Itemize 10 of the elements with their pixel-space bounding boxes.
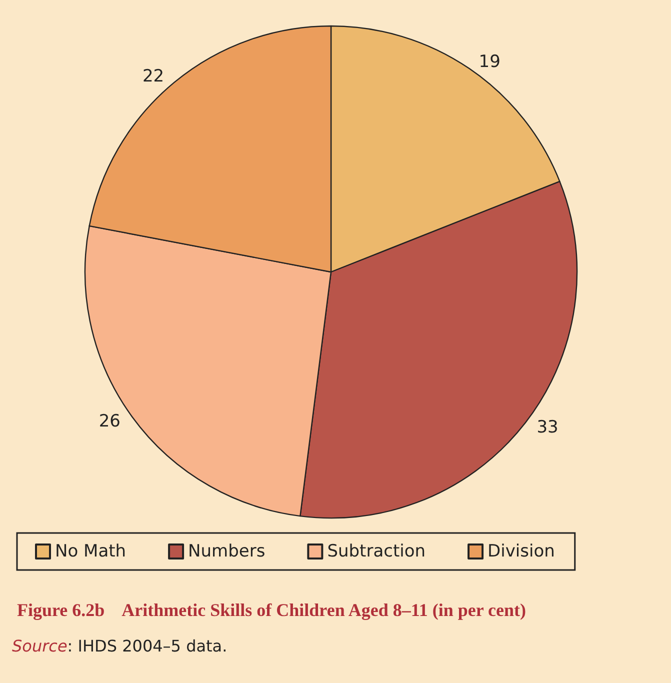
data-label: 33 [536, 418, 558, 438]
legend-label: Numbers [188, 542, 266, 562]
data-label: 19 [478, 52, 500, 72]
legend-label: No Math [55, 542, 126, 562]
source-note: Source: IHDS 2004–5 data. [12, 636, 228, 656]
legend-label: Division [488, 542, 555, 562]
legend-label: Subtraction [327, 542, 426, 562]
text: Figure 6.2b Arithmetic Skills of Children Aged 8–11 (in per cent) [17, 600, 526, 620]
data-label: 26 [98, 411, 121, 432]
data-label: 22 [142, 66, 164, 86]
